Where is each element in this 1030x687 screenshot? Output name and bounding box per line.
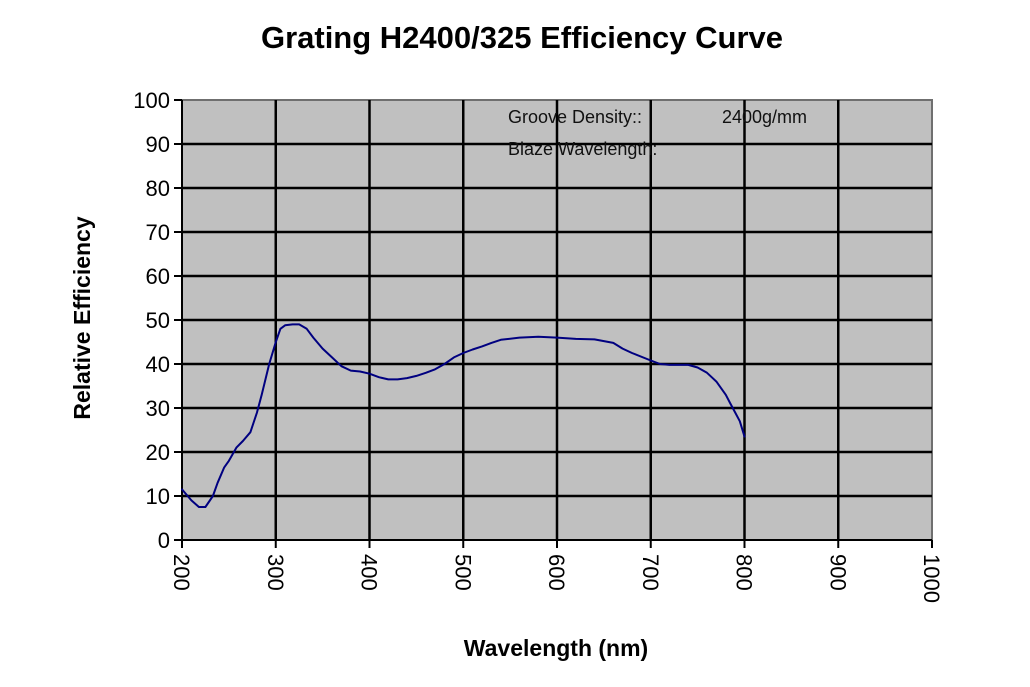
y-tick-label-20: 20	[146, 440, 170, 465]
series-line-efficiency	[181, 323, 746, 508]
x-tick-label-700: 700	[638, 554, 663, 591]
y-tick-label-30: 30	[146, 396, 170, 421]
x-tick-label-300: 300	[263, 554, 288, 591]
tick-labels: 0 10 20 30 40 50 60 70 80 90 100 200 300 400 500 600 700…	[133, 88, 944, 603]
y-tick-label-50: 50	[146, 308, 170, 333]
annotation-block: Groove Density:: 2400g/mm Blaze Waveleng…	[508, 107, 807, 159]
y-tick-label-0: 0	[158, 528, 170, 553]
y-tick-label-70: 70	[146, 220, 170, 245]
y-axis-label: Relative Efficiency	[69, 216, 95, 419]
y-tick-label-60: 60	[146, 264, 170, 289]
y-tick-label-40: 40	[146, 352, 170, 377]
annotation-groove-density-label: Groove Density::	[508, 107, 642, 127]
y-tick-label-100: 100	[133, 88, 170, 113]
x-tick-label-500: 500	[450, 554, 475, 591]
x-tick-label-600: 600	[544, 554, 569, 591]
annotation-groove-density-value: 2400g/mm	[722, 107, 807, 127]
x-tick-label-800: 800	[732, 554, 757, 591]
x-tick-label-400: 400	[357, 554, 382, 591]
y-tick-label-90: 90	[146, 132, 170, 157]
y-tick-label-80: 80	[146, 176, 170, 201]
y-tick-label-10: 10	[146, 484, 170, 509]
x-axis-label: Wavelength (nm)	[464, 635, 648, 661]
x-tick-label-200: 200	[169, 554, 194, 591]
x-tick-label-900: 900	[825, 554, 850, 591]
chart-title: Grating H2400/325 Efficiency Curve	[261, 20, 783, 55]
annotation-blaze-wavelength-label: Blaze Wavelength:	[508, 139, 657, 159]
x-tick-label-1000: 1000	[919, 554, 944, 603]
grid-lines	[174, 99, 933, 548]
